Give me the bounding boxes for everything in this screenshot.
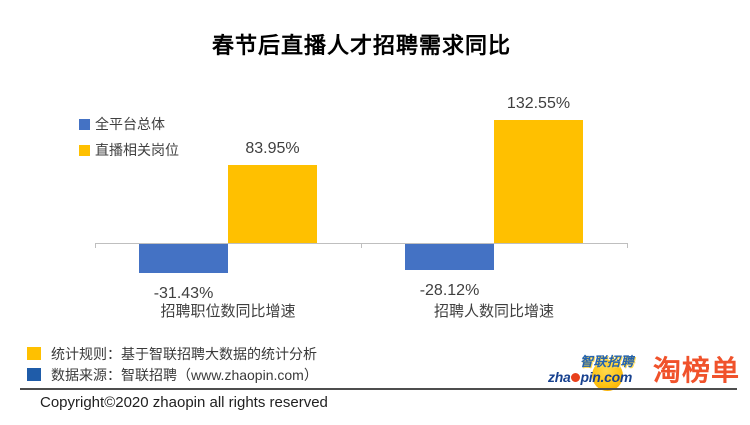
footer-notes: 统计规则：基于智联招聘大数据的统计分析 数据来源：智联招聘（www.zhaopi…: [27, 343, 318, 385]
zhaopin-brand-cn: 智联招聘: [580, 354, 635, 369]
legend-item-all-platform: 全平台总体: [79, 111, 179, 137]
axis-tick: [95, 243, 96, 248]
zhaopin-dot-icon: [571, 373, 581, 382]
bar-livestream-related-jobs-cat0: [228, 165, 317, 243]
note-data-source: 数据来源：智联招聘（www.zhaopin.com）: [27, 364, 318, 385]
taobangdan-logo: 淘榜单: [653, 355, 741, 386]
copyright-text: Copyright©2020 zhaopin all rights reserv…: [40, 394, 328, 411]
zhaopin-domain: zha pin.com: [548, 369, 632, 385]
value-label-livestream-related-jobs-cat0: 83.95%: [245, 140, 300, 158]
bar-all-platform-overall-cat1: [405, 244, 494, 270]
axis-tick: [627, 243, 628, 248]
zhaopin-logo: 智联招聘 zha pin.com: [548, 351, 652, 391]
footer-divider: [20, 388, 737, 390]
legend-item-livestream-jobs: 直播相关岗位: [79, 137, 179, 163]
note-swatch-yellow-icon: [27, 347, 41, 360]
note-label: 统计规则：基于智联招聘大数据的统计分析: [51, 345, 317, 362]
value-label-all-platform-overall-cat1: -28.12%: [419, 282, 480, 299]
value-label-all-platform-overall-cat0: -31.43%: [153, 285, 214, 303]
axis-tick: [361, 243, 362, 248]
zhaopin-domain-pre: zha: [548, 369, 571, 385]
legend-label: 全平台总体: [95, 116, 165, 132]
value-label-livestream-related-jobs-cat1: 132.55%: [506, 95, 571, 113]
chart-legend: 全平台总体 直播相关岗位: [79, 111, 179, 163]
bar-livestream-related-jobs-cat1: [494, 120, 583, 243]
category-label-1: 招聘人数同比增速: [433, 303, 555, 320]
note-statistics-rule: 统计规则：基于智联招聘大数据的统计分析: [27, 343, 318, 364]
chart-title: 春节后直播人才招聘需求同比: [211, 33, 511, 58]
note-swatch-blue-icon: [27, 368, 41, 381]
zhaopin-domain-post: pin.com: [580, 369, 633, 385]
legend-swatch-blue-icon: [79, 118, 90, 130]
legend-swatch-yellow-icon: [79, 144, 90, 156]
legend-label: 直播相关岗位: [95, 142, 179, 158]
note-label: 数据来源：智联招聘（www.zhaopin.com）: [51, 366, 318, 383]
bar-all-platform-overall-cat0: [139, 244, 228, 274]
category-label-0: 招聘职位数同比增速: [160, 303, 296, 320]
zhaopin-sun-icon: [592, 360, 623, 391]
